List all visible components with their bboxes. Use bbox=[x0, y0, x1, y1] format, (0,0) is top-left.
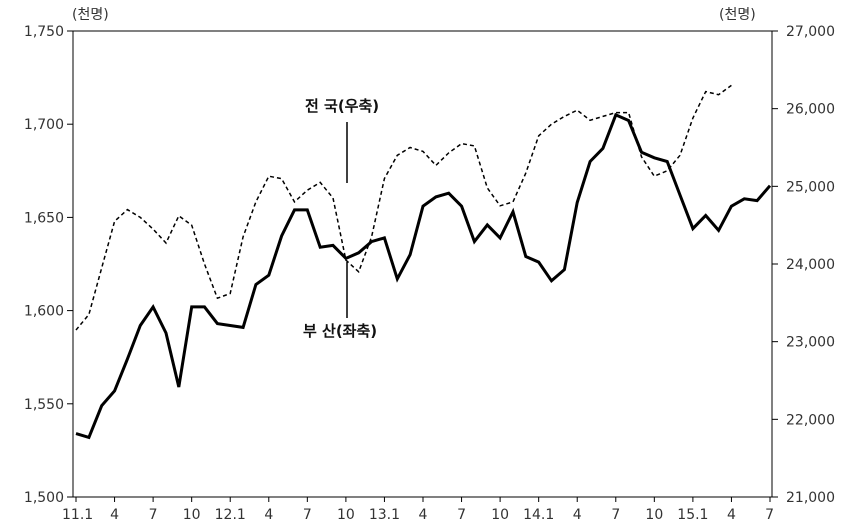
x-tick-label: 7 bbox=[765, 507, 774, 523]
x-axis-ticks: 11.1 4 7 10 12.1 4 7 10 13.1 4 7 10 14.1 4 7 10 15.1 4 7 bbox=[62, 497, 774, 523]
annotation-national: 전 국(우축) bbox=[305, 97, 379, 115]
x-tick-label: 4 bbox=[727, 507, 736, 523]
left-tick-label: 1,500 bbox=[24, 490, 64, 506]
x-tick-label: 11.1 bbox=[62, 507, 93, 523]
left-tick-label: 1,550 bbox=[24, 397, 64, 413]
right-axis-unit: (천명) bbox=[719, 7, 756, 23]
left-tick-label: 1,600 bbox=[24, 304, 64, 320]
right-axis-ticks: 21,000 22,000 23,000 24,000 25,000 26,000 27,0… bbox=[772, 24, 835, 506]
x-tick-label: 4 bbox=[264, 507, 273, 523]
right-tick-label: 25,000 bbox=[786, 179, 835, 195]
annotation-busan: 부 산(좌축) bbox=[303, 322, 377, 340]
series-line-national bbox=[75, 84, 732, 331]
x-tick-label: 7 bbox=[303, 507, 312, 523]
left-tick-label: 1,700 bbox=[24, 117, 64, 133]
x-tick-label: 15.1 bbox=[677, 507, 708, 523]
x-tick-label: 14.1 bbox=[523, 507, 554, 523]
series-line-busan bbox=[75, 112, 772, 440]
annotation-bg-busan bbox=[298, 319, 396, 341]
x-tick-label: 10 bbox=[645, 507, 663, 523]
x-tick-label: 12.1 bbox=[215, 507, 246, 523]
annotation-bg-national bbox=[300, 94, 398, 116]
right-tick-label: 26,000 bbox=[786, 102, 835, 118]
x-tick-label: 10 bbox=[491, 507, 509, 523]
x-tick-label: 13.1 bbox=[369, 507, 400, 523]
x-tick-label: 7 bbox=[611, 507, 620, 523]
x-tick-label: 4 bbox=[573, 507, 582, 523]
left-tick-label: 1,650 bbox=[24, 210, 64, 226]
right-tick-label: 23,000 bbox=[786, 335, 835, 351]
left-axis-ticks: 1,500 1,550 1,600 1,650 1,700 1,750 bbox=[24, 24, 73, 506]
x-tick-label: 10 bbox=[183, 507, 201, 523]
right-tick-label: 22,000 bbox=[786, 412, 835, 428]
x-tick-label: 4 bbox=[419, 507, 428, 523]
right-tick-label: 24,000 bbox=[786, 257, 835, 273]
x-tick-label: 7 bbox=[149, 507, 158, 523]
x-tick-label: 10 bbox=[337, 507, 355, 523]
left-tick-label: 1,750 bbox=[24, 24, 64, 40]
right-tick-label: 27,000 bbox=[786, 24, 835, 40]
x-tick-label: 4 bbox=[110, 507, 119, 523]
left-axis-unit: (천명) bbox=[72, 7, 109, 23]
x-tick-label: 7 bbox=[457, 507, 466, 523]
right-tick-label: 21,000 bbox=[786, 490, 835, 506]
